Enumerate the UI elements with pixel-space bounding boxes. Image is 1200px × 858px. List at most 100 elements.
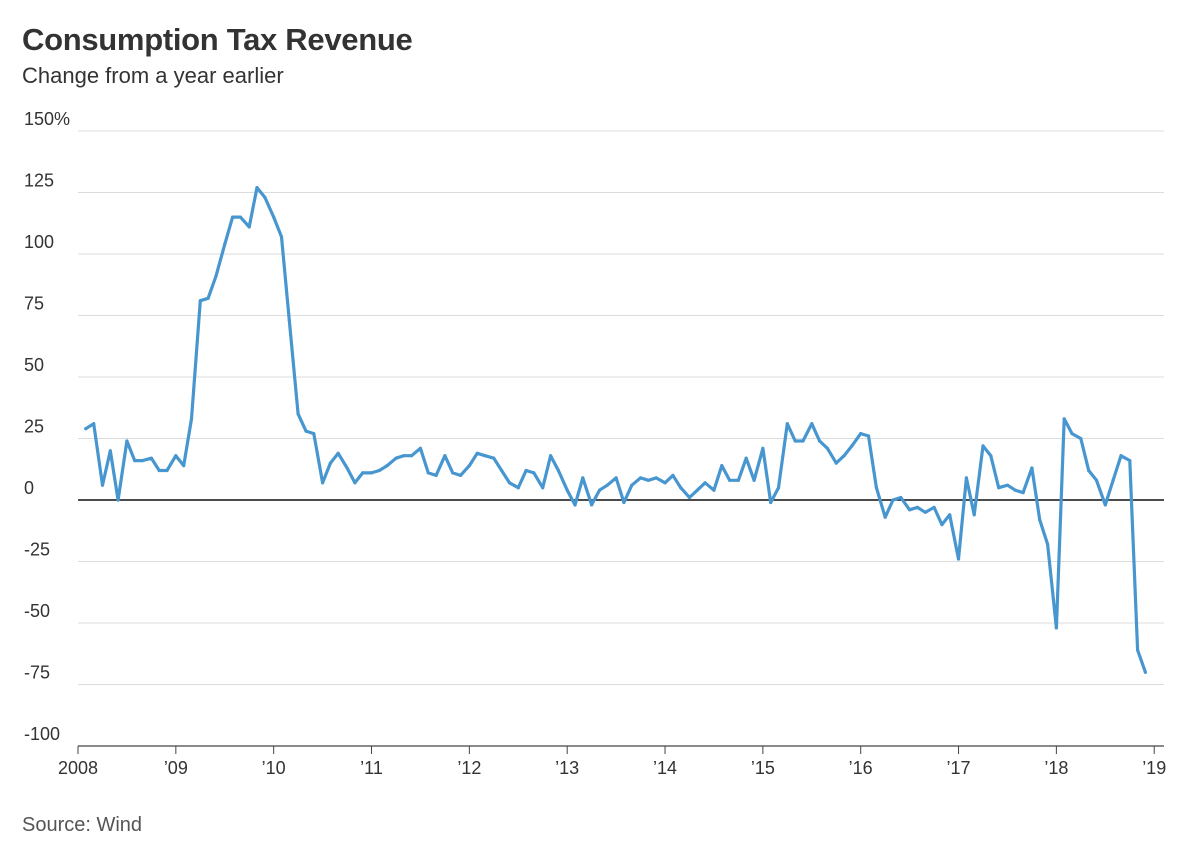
data-point: [818, 439, 822, 443]
y-axis-labels: 150% 125 100 75 50 25 0 -25 -50 -75 -100: [24, 109, 70, 744]
data-point: [165, 468, 169, 473]
data-point: [1021, 491, 1025, 495]
y-tick-label: 50: [24, 355, 44, 375]
data-point: [223, 242, 227, 246]
data-point: [761, 446, 765, 450]
data-point: [214, 274, 218, 278]
data-point: [866, 434, 871, 438]
data-point: [321, 481, 325, 485]
data-point: [451, 471, 455, 475]
x-tick-label: 2008: [58, 758, 98, 778]
data-point: [899, 495, 903, 500]
data-point: [883, 515, 887, 519]
data-point: [238, 215, 242, 219]
data-point: [116, 498, 120, 502]
data-point: [410, 454, 414, 458]
data-point: [581, 476, 585, 480]
data-point: [353, 481, 357, 485]
y-tick-label: 100: [24, 232, 54, 252]
data-point: [394, 456, 398, 460]
data-point: [263, 195, 267, 199]
data-point: [385, 464, 389, 468]
data-point: [483, 454, 487, 458]
data-point: [1136, 648, 1140, 652]
data-point: [1103, 503, 1107, 507]
data-point: [108, 449, 112, 453]
data-point: [149, 456, 153, 460]
data-point: [744, 456, 748, 460]
data-point: [769, 500, 773, 505]
data-point: [695, 488, 699, 492]
data-point: [304, 429, 308, 433]
data-point: [231, 215, 235, 219]
data-point: [605, 483, 609, 487]
x-tick-label: ’15: [751, 758, 775, 778]
data-point: [1013, 488, 1017, 492]
data-point: [891, 498, 895, 502]
data-point: [296, 412, 300, 416]
data-point: [964, 476, 969, 480]
data-point: [361, 471, 365, 475]
data-point: [1094, 478, 1099, 482]
data-point: [565, 488, 569, 492]
data-point: [92, 422, 96, 426]
data-point: [133, 459, 137, 463]
y-tick-label: 25: [24, 417, 44, 437]
y-tick-label: -25: [24, 540, 50, 560]
data-point: [198, 299, 202, 303]
data-point: [532, 471, 536, 475]
x-axis: 2008 ’09 ’10 ’11 ’12 ’13 ’14 ’15 ’16 ’17 ’18 ’19: [58, 746, 1166, 778]
data-point: [989, 454, 993, 458]
data-point: [125, 439, 129, 443]
data-point: [255, 186, 259, 190]
data-point: [981, 444, 985, 448]
data-point: [671, 473, 675, 477]
data-point: [1054, 626, 1058, 630]
data-point: [1038, 518, 1042, 522]
data-point: [1046, 542, 1050, 546]
data-point: [630, 483, 634, 487]
data-point: [443, 454, 447, 458]
chart-subtitle: Change from a year earlier: [22, 63, 284, 88]
data-point: [182, 464, 186, 468]
data-point: [956, 557, 961, 561]
x-tick-label: ’12: [457, 758, 481, 778]
x-tick-label: ’18: [1044, 758, 1068, 778]
data-point: [834, 461, 838, 465]
y-tick-label: -100: [24, 724, 60, 744]
data-point: [720, 464, 724, 468]
data-point: [850, 444, 854, 448]
data-point: [622, 500, 626, 505]
data-point: [345, 466, 349, 470]
data-point: [728, 478, 732, 482]
data-point: [369, 471, 374, 475]
series-line: [84, 186, 1147, 674]
x-tick-label: ’19: [1142, 758, 1166, 778]
y-tick-label: 75: [24, 294, 44, 314]
data-point: [801, 439, 805, 443]
data-point: [157, 468, 161, 473]
data-point: [874, 486, 879, 490]
data-point: [141, 459, 145, 463]
data-point: [402, 454, 406, 458]
data-point: [507, 481, 512, 485]
data-point: [646, 478, 651, 482]
data-point: [825, 446, 830, 450]
data-point: [923, 510, 927, 514]
data-point: [614, 476, 618, 480]
data-point: [336, 451, 340, 455]
data-point: [663, 481, 667, 485]
data-point: [736, 478, 741, 482]
y-tick-label: -75: [24, 663, 50, 683]
data-point: [1119, 454, 1123, 458]
data-point: [932, 505, 936, 509]
data-point: [100, 483, 105, 487]
data-point: [842, 454, 846, 458]
x-tick-label: ’11: [360, 758, 383, 778]
data-point: [752, 478, 756, 482]
y-tick-label: 150%: [24, 109, 70, 129]
data-point: [997, 486, 1001, 490]
data-point: [418, 446, 422, 450]
gridlines: [78, 130, 1164, 747]
